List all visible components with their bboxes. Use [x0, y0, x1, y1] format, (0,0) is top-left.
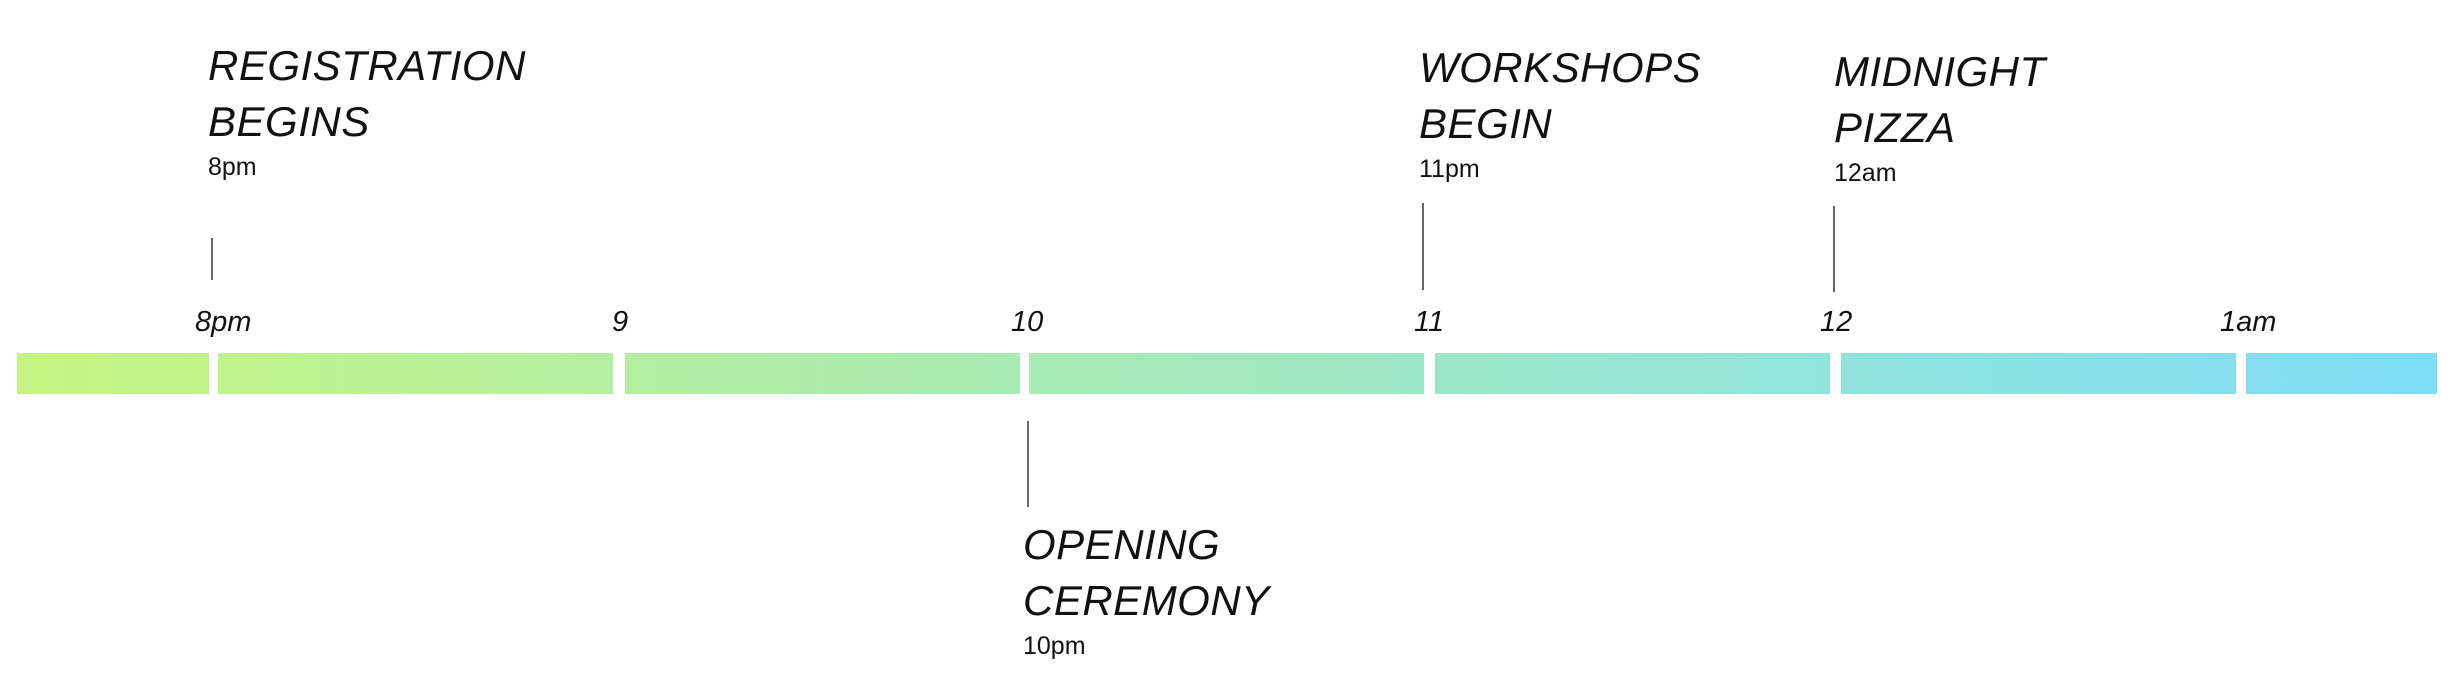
tick-label-11: 11 [1414, 306, 1445, 338]
timeline-segment [17, 353, 209, 394]
tick-label-10: 10 [1011, 306, 1044, 338]
timeline-bar [17, 353, 2437, 394]
event-connector-line [1027, 421, 1029, 507]
tick-label-1am: 1am [2220, 306, 2277, 338]
event-title: REGISTRATION BEGINS [208, 42, 526, 145]
event-title: OPENING CEREMONY [1023, 521, 1270, 624]
event-title: WORKSHOPS BEGIN [1419, 44, 1702, 147]
timeline-segment [218, 353, 613, 394]
event-time: 12am [1834, 159, 1897, 187]
timeline-segment [625, 353, 1020, 394]
event-time: 11pm [1419, 155, 1480, 183]
event-opening-ceremony: OPENING CEREMONY 10pm [1023, 517, 1270, 661]
timeline-segment [2246, 353, 2437, 394]
event-workshops-begin: WORKSHOPS BEGIN 11pm [1419, 40, 1701, 184]
timeline-segment [1841, 353, 2236, 394]
event-connector-line [1833, 206, 1835, 292]
event-time: 8pm [208, 153, 257, 181]
timeline-segment [1435, 353, 1830, 394]
event-connector-line [211, 238, 213, 280]
event-midnight-pizza: MIDNIGHT PIZZA 12am [1834, 44, 2046, 188]
tick-label-8pm: 8pm [195, 306, 252, 338]
timeline-segment [1029, 353, 1424, 394]
event-registration-begins: REGISTRATION BEGINS 8pm [208, 38, 526, 182]
tick-label-9: 9 [612, 306, 629, 338]
event-title: MIDNIGHT PIZZA [1834, 48, 2046, 151]
tick-label-12: 12 [1820, 306, 1853, 338]
event-connector-line [1422, 203, 1424, 290]
event-time: 10pm [1023, 632, 1086, 660]
